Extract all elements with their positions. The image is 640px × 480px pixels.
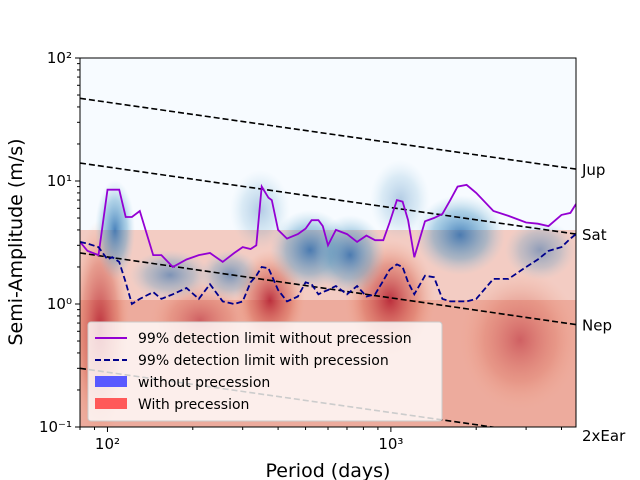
series-line-1 bbox=[80, 233, 576, 306]
detection-limit-lines bbox=[80, 183, 576, 306]
reference-line-sat bbox=[80, 162, 576, 235]
reference-line-label: Sat bbox=[582, 226, 607, 244]
legend-box bbox=[87, 321, 443, 422]
reference-line-label: 2xEar bbox=[582, 427, 626, 445]
reference-line-nep bbox=[80, 252, 576, 326]
x-tick-label: 10³ bbox=[378, 435, 403, 453]
y-tick-label: 10¹ bbox=[47, 172, 72, 190]
y-tick-label: 10⁻¹ bbox=[39, 418, 72, 436]
series-line-0 bbox=[80, 183, 576, 269]
reference-line-label: Jup bbox=[581, 161, 605, 179]
legend-entry-with-precession-limit: 99% detection limit with precession bbox=[95, 353, 389, 369]
reference-line-label: Nep bbox=[582, 317, 612, 335]
legend-label: 99% detection limit without precession bbox=[138, 331, 412, 347]
x-tick-label: 10² bbox=[95, 435, 120, 453]
legend-entry-with-precession: With precession bbox=[95, 397, 249, 413]
legend-label: 99% detection limit with precession bbox=[138, 353, 389, 369]
legend-entry-without-precession: without precession bbox=[95, 375, 270, 391]
reference-line-jup bbox=[80, 97, 576, 170]
y-axis-title: Semi-Amplitude (m/s) bbox=[5, 138, 27, 345]
x-axis-ticks: 10² 10³ bbox=[79, 427, 563, 453]
legend-label: without precession bbox=[138, 375, 270, 391]
legend: 99% detection limit without precession 9… bbox=[87, 321, 443, 422]
x-axis-title: Period (days) bbox=[266, 460, 391, 480]
reference-line-labels: Jup Sat Nep 2xEar bbox=[581, 161, 626, 445]
y-tick-label: 10⁰ bbox=[47, 295, 72, 313]
legend-label: With precession bbox=[138, 397, 249, 413]
y-tick-label: 10² bbox=[47, 49, 72, 67]
legend-entry-without-precession-limit: 99% detection limit without precession bbox=[95, 331, 412, 347]
y-axis-ticks: 10² 10¹ 10⁰ 10⁻¹ bbox=[39, 49, 80, 436]
